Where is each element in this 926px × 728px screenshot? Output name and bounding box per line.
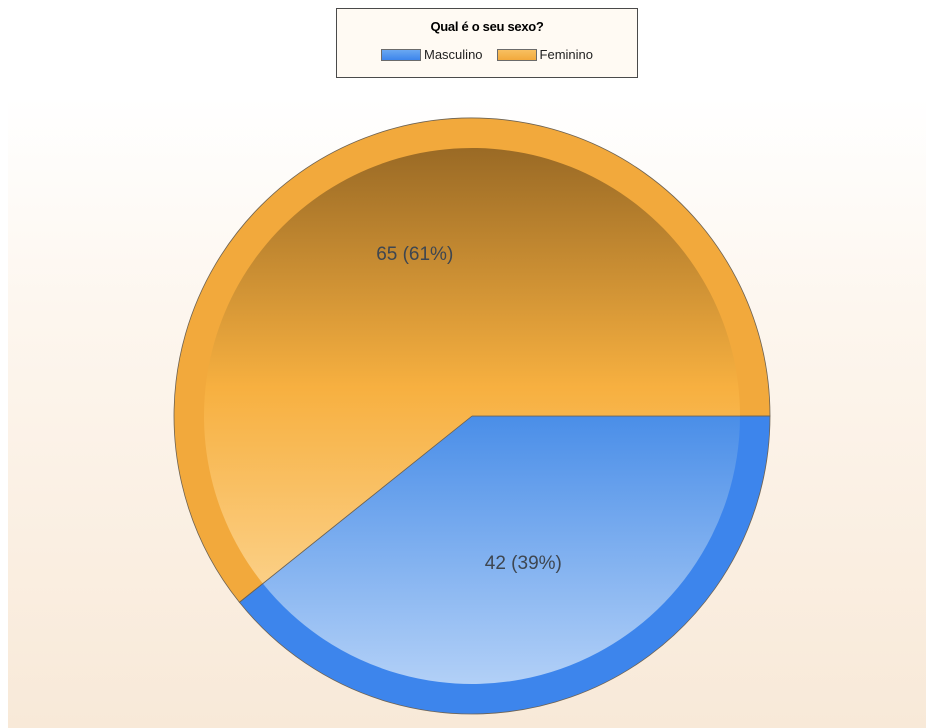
legend-items: Masculino Feminino: [337, 47, 637, 62]
slice-label-masculino: 42 (39%): [485, 553, 562, 574]
pie-slices: [173, 117, 771, 715]
slice-separator: [239, 415, 473, 603]
legend-swatch-feminino: [496, 48, 537, 61]
legend-swatch-masculino: [381, 48, 421, 61]
pie-slice-inner-feminino: [204, 147, 740, 584]
legend-item-masculino: Masculino: [381, 47, 483, 62]
chart-title: Qual é o seu sexo?: [430, 19, 544, 34]
legend-label-masculino: Masculino: [424, 47, 483, 62]
slice-label-feminino: 65 (61%): [376, 244, 453, 265]
chart-legend: Qual é o seu sexo? Masculino Feminino: [336, 8, 638, 78]
pie-slice-inner-masculino: [262, 416, 740, 684]
legend-item-feminino: Feminino: [496, 47, 593, 62]
legend-label-feminino: Feminino: [539, 47, 593, 62]
